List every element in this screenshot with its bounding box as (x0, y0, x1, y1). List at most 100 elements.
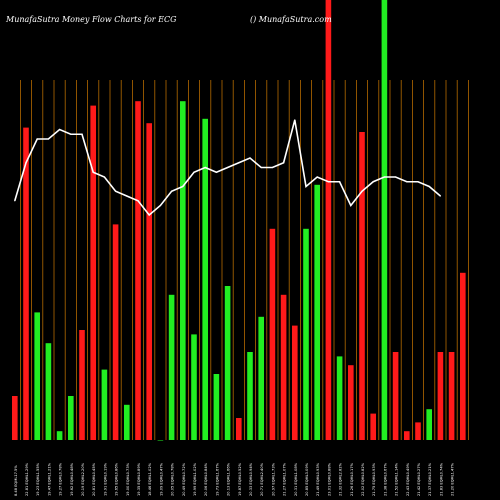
x-tick-label: 21.42 EQML0.27% (417, 462, 421, 496)
money-flow-bar (202, 118, 208, 441)
money-flow-bar (381, 0, 388, 440)
money-flow-bar (224, 286, 231, 440)
money-flow-bar (437, 352, 444, 440)
line-point (428, 185, 430, 188)
x-tick-label: 19.09 EQML0.47% (159, 462, 163, 496)
line-point (14, 200, 16, 202)
x-tick-label: 21.83 EQML0.74% (439, 462, 443, 496)
line-point (171, 190, 173, 192)
money-flow-bar (269, 228, 276, 440)
x-tick-label: 19.65 EQML0.86% (115, 462, 119, 496)
x-tick-label: 21.26 EQML0.17% (350, 462, 354, 496)
money-flow-bar (314, 184, 320, 440)
x-tick-label: 22.02 EQML0.82% (361, 462, 365, 496)
line-point (81, 133, 83, 135)
line-point (182, 185, 184, 188)
x-tick-label: 21.27 EQML1.07% (283, 462, 287, 496)
money-flow-bar (247, 352, 253, 440)
x-tick-label: 20.05 EQML0.78% (171, 462, 175, 496)
site-credit: () MunafaSutra.com (250, 15, 332, 24)
line-point (316, 176, 318, 178)
line-point (238, 162, 240, 164)
money-flow-bar (79, 330, 85, 440)
line-point (271, 166, 273, 169)
line-point (249, 157, 251, 159)
x-tick-label: 21.49 EQML0.93% (316, 462, 320, 496)
money-flow-bar (460, 272, 466, 440)
line-point (260, 166, 262, 169)
money-flow-bar (56, 431, 63, 440)
money-flow-bar (336, 356, 343, 440)
x-tick-label: 20.33 EQML0.94% (249, 462, 253, 496)
money-flow-bar (415, 422, 421, 440)
line-point (361, 190, 363, 192)
money-flow-bar (348, 365, 354, 440)
line-point (305, 185, 307, 188)
line-point (70, 133, 72, 135)
line-point (204, 166, 206, 169)
x-tick-label: 19.87 EQML0.52% (238, 462, 242, 496)
money-flow-bar (45, 343, 52, 440)
x-tick-label: 19.99 EQML1.02% (193, 462, 197, 496)
line-point (294, 119, 296, 121)
money-flow-bar (325, 0, 332, 440)
x-tick-label: 20.49 EQML0.72% (182, 462, 186, 496)
x-tick-label: 22.81 EQML1.29% (25, 462, 29, 496)
line-point (126, 195, 128, 197)
line-point (159, 204, 161, 207)
money-flow-bar (90, 105, 96, 440)
x-tick-label: 20.06 EQML0.84% (204, 462, 208, 496)
line-point (148, 214, 150, 216)
money-flow-bar (135, 101, 141, 440)
money-flow-bar (280, 294, 287, 440)
x-tick-label: 19.62 EQML0.48% (70, 462, 74, 496)
x-tick-label: 21.37 EQML0.21% (428, 462, 432, 496)
line-point (383, 176, 385, 178)
line-point (137, 200, 139, 202)
x-tick-label: 20.85 EQML3.09% (305, 462, 309, 496)
x-tick-label: 21.32 EQML2.82% (339, 462, 343, 496)
x-tick-label: 19.27 EQML0.78% (59, 462, 63, 496)
line-point (350, 204, 352, 207)
x-tick-label: 23.01 EQML0.88% (327, 462, 331, 496)
chart-title: MunafaSutra Money Flow Charts for ECG (6, 15, 177, 24)
x-tick-label: 20.81 EQML0.45% (92, 462, 96, 496)
x-tick-label: 21.38 EQML0.67% (383, 462, 387, 496)
x-tick-label: 21.52 EQML1.14% (395, 462, 399, 496)
money-flow-bar (168, 294, 175, 440)
line-point (47, 138, 50, 140)
money-flow-bar (303, 228, 309, 440)
x-tick-label: 19.35 EQML0.89% (137, 462, 141, 496)
money-flow-bar (191, 334, 197, 440)
x-tick-label: 20.13 EQML1.66% (227, 462, 231, 496)
money-flow-bar (236, 418, 242, 440)
x-tick-label: 20.19 EQML2.20% (81, 462, 85, 496)
line-point (103, 176, 105, 178)
money-flow-bar (359, 132, 365, 440)
line-point (406, 181, 408, 183)
line-point (417, 181, 419, 183)
line-point (395, 176, 397, 178)
x-tick-label: 19.23 EQML1.55% (36, 462, 40, 496)
line-point (25, 162, 27, 164)
line-point (439, 195, 441, 197)
x-tick-label: 20.71 EQML2.40% (260, 462, 264, 496)
money-flow-bar (292, 325, 298, 440)
money-flow-bar (370, 413, 376, 440)
line-point (115, 190, 117, 192)
line-point (36, 138, 38, 140)
money-flow-bar (23, 127, 29, 440)
money-flow-bar (404, 431, 410, 440)
x-tick-label: 21.20 EQML1.47% (451, 462, 455, 496)
money-flow-bar (34, 312, 40, 440)
line-point (92, 171, 94, 173)
line-point (193, 171, 195, 173)
money-flow-bar (112, 224, 119, 440)
line-point (372, 181, 374, 183)
x-tick-label: 22.43 EQML0.49% (406, 462, 410, 496)
x-tick-label: 19.00 EQML0.73% (126, 462, 130, 496)
x-tick-label: 20.97 EQML1.73% (271, 462, 275, 496)
money-flow-bar (157, 440, 164, 441)
